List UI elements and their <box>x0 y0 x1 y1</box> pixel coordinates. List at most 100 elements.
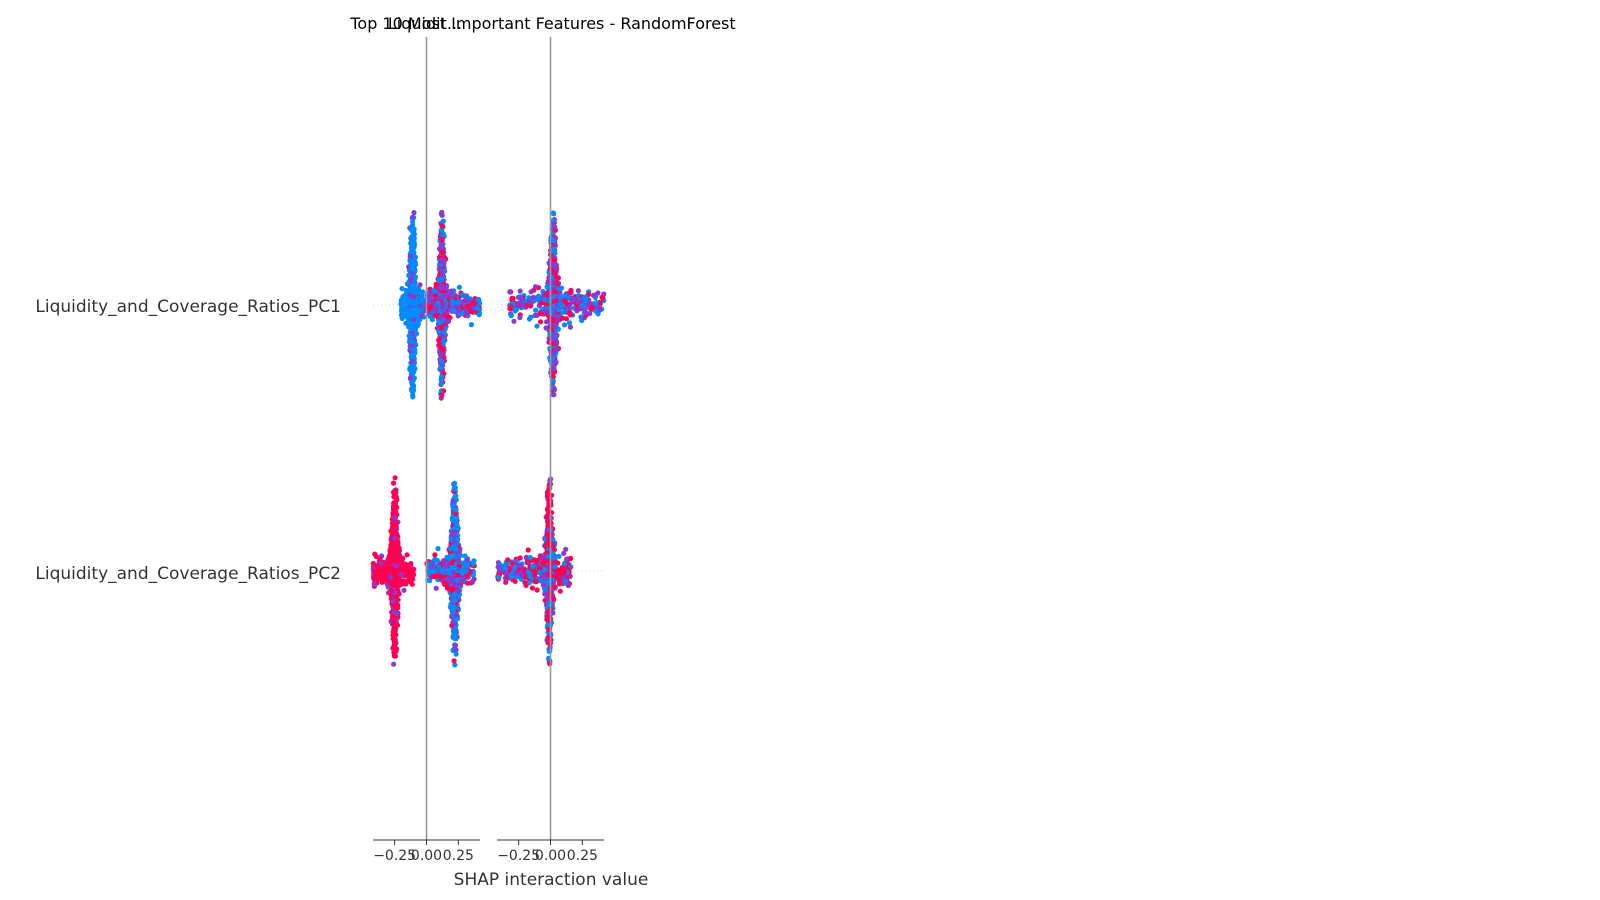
shap-point <box>399 286 405 292</box>
shap-point <box>410 312 416 319</box>
shap-point <box>381 566 387 572</box>
shap-point <box>403 320 409 326</box>
shap-point <box>558 293 564 300</box>
shap-point <box>431 288 437 294</box>
shap-point <box>401 587 407 593</box>
shap-point <box>575 288 582 294</box>
shap-point <box>390 530 396 536</box>
shap-point <box>417 308 423 314</box>
shap-point <box>527 299 533 305</box>
shap-point <box>411 287 417 293</box>
shap-point <box>544 284 550 290</box>
x-tick-label: −0.25 <box>373 848 416 864</box>
shap-point <box>562 293 568 299</box>
shap-point <box>544 319 550 325</box>
shap-point <box>408 561 414 567</box>
shap-point <box>427 289 433 295</box>
shap-point <box>394 531 400 537</box>
shap-point <box>394 602 401 608</box>
shap-point <box>552 289 558 295</box>
shap-point <box>577 306 583 312</box>
shap-point <box>537 310 544 316</box>
shap-point <box>373 554 379 560</box>
shap-point <box>459 292 465 298</box>
shap-point <box>411 369 417 375</box>
shap-point <box>375 563 381 569</box>
shap-point <box>533 307 539 313</box>
shap-point <box>399 558 405 564</box>
shap-point <box>399 309 405 315</box>
shap-point <box>552 312 558 318</box>
shap-point <box>391 507 397 513</box>
shap-point <box>439 236 445 243</box>
shap-point <box>474 305 480 311</box>
shap-point <box>453 636 459 642</box>
shap-point <box>456 284 462 290</box>
shap-point <box>390 558 396 564</box>
shap-point <box>406 333 412 339</box>
shap-point <box>444 585 450 591</box>
shap-point <box>410 388 416 394</box>
shap-point <box>377 556 383 562</box>
shap-point <box>582 295 588 301</box>
shap-point <box>370 560 376 566</box>
shap-point <box>448 546 454 552</box>
shap-point <box>411 242 418 248</box>
shap-point <box>566 320 573 326</box>
shap-point <box>438 381 444 387</box>
shap-point <box>601 291 607 297</box>
shap-point <box>510 295 516 301</box>
shap-point <box>445 314 451 320</box>
shap-point <box>436 342 442 348</box>
shap-point <box>429 563 435 569</box>
shap-point <box>589 304 595 311</box>
panel-points <box>495 210 607 667</box>
shap-point <box>407 375 413 381</box>
shap-point <box>433 585 439 591</box>
shap-point <box>389 565 395 571</box>
shap-point <box>444 563 450 570</box>
shap-point <box>534 323 540 329</box>
shap-point <box>470 572 476 578</box>
shap-point <box>446 568 452 574</box>
shap-point <box>390 480 397 486</box>
shap-point <box>415 321 421 327</box>
shap-point <box>411 229 417 235</box>
shap-point <box>396 545 402 551</box>
shap-point <box>508 312 514 319</box>
shap-point <box>437 351 443 357</box>
shap-point <box>517 314 523 321</box>
shap-point <box>439 374 445 380</box>
shap-point <box>512 308 518 314</box>
shap-point <box>410 572 416 578</box>
shap-point <box>561 322 568 328</box>
shap-point <box>411 375 417 381</box>
shap-point <box>550 210 557 216</box>
shap-point <box>593 300 599 306</box>
shap-point <box>439 305 445 311</box>
shap-point <box>385 584 391 590</box>
shap-point <box>439 333 445 339</box>
shap-point <box>451 529 457 535</box>
shap-point <box>507 289 513 295</box>
shap-point <box>555 326 561 332</box>
shap-point <box>451 485 457 491</box>
shap-point <box>453 647 459 653</box>
shap-point <box>451 593 457 599</box>
shap-point <box>392 515 398 521</box>
shap-point <box>551 387 558 393</box>
shap-point <box>437 285 443 291</box>
shap-point <box>451 575 457 581</box>
shap-point <box>550 392 556 398</box>
shap-point <box>571 296 577 303</box>
shap-point <box>433 308 439 314</box>
shap-point <box>550 217 556 223</box>
shap-point <box>597 307 603 313</box>
shap-point <box>452 626 459 632</box>
shap-point <box>567 312 574 318</box>
panel-points <box>370 209 483 668</box>
shap-point <box>463 297 469 303</box>
shap-point <box>464 572 470 578</box>
shap-point <box>451 554 458 560</box>
